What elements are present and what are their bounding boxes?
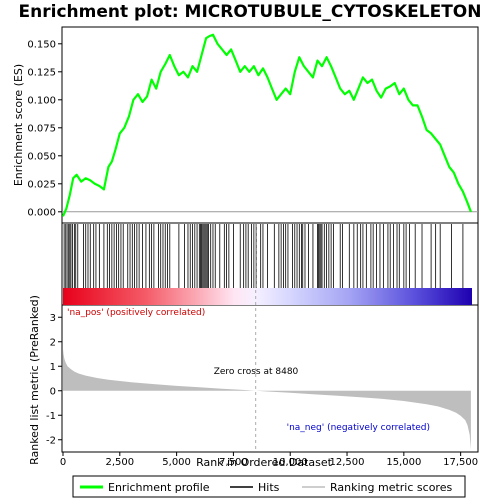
metric-x-tick-label: 12,500 (330, 457, 365, 468)
zero-cross-label: Zero cross at 8480 (214, 367, 299, 377)
metric-x-tick-label: 10,000 (273, 457, 308, 468)
enrichment-profile-line (61, 33, 472, 217)
es-y-tick-label: 0.025 (27, 179, 56, 190)
es-y-tick-label: 0.150 (27, 39, 56, 50)
metric-x-tick-label: 7,500 (219, 457, 248, 468)
hit-marks (63, 224, 464, 288)
es-y-tick-label: 0.125 (27, 67, 56, 78)
metric-y-tick-label: 1 (50, 362, 56, 373)
es-y-tick-label: 0.000 (27, 207, 56, 218)
metric-x-ticks: 0 2,500 5,000 7,500 10,000 12,500 15,000 17,500 (60, 452, 478, 468)
rank-color-bar (63, 288, 472, 305)
ranking-metric-area (63, 224, 471, 452)
metric-y-ticks: -2 -1 0 1 2 3 (46, 313, 62, 446)
metric-x-tick-label: 5,000 (162, 457, 191, 468)
es-y-ticks: 0.000 0.025 0.050 0.075 0.100 0.125 0.150 (27, 39, 62, 218)
legend-label-hits: Hits (258, 481, 280, 494)
metric-y-tick-label: 2 (50, 337, 56, 348)
metric-y-tick-label: -1 (46, 411, 56, 422)
metric-x-tick-label: 0 (60, 457, 66, 468)
es-y-tick-label: 0.100 (27, 95, 56, 106)
metric-y-axis-label: Ranked list metric (PreRanked) (28, 295, 41, 465)
metric-x-tick-label: 17,500 (443, 457, 478, 468)
metric-y-tick-label: 0 (50, 386, 56, 397)
es-y-tick-label: 0.075 (27, 123, 56, 134)
legend-label-metric: Ranking metric scores (330, 481, 452, 494)
metric-y-tick-label: -2 (46, 435, 56, 446)
es-y-tick-label: 0.050 (27, 151, 56, 162)
legend-label-profile: Enrichment profile (108, 481, 210, 494)
es-y-axis-label: Enrichment score (ES) (12, 64, 25, 186)
enrichment-profile-polyline (61, 33, 472, 217)
metric-y-tick-label: 3 (50, 313, 56, 324)
chart-title: Enrichment plot: MICROTUBULE_CYTOSKELETO… (19, 2, 482, 22)
negative-correlation-label: 'na_neg' (negatively correlated) (287, 423, 430, 433)
metric-x-tick-label: 15,000 (386, 457, 421, 468)
legend-box (72, 475, 466, 498)
legend: Enrichment profile Hits Ranking metric s… (72, 475, 466, 498)
metric-x-axis-label: Rank in Ordered Dataset (196, 456, 333, 469)
ranking-metric-fill (63, 349, 471, 450)
metric-x-tick-label: 2,500 (105, 457, 134, 468)
positive-correlation-label: 'na_pos' (positively correlated) (67, 308, 205, 318)
